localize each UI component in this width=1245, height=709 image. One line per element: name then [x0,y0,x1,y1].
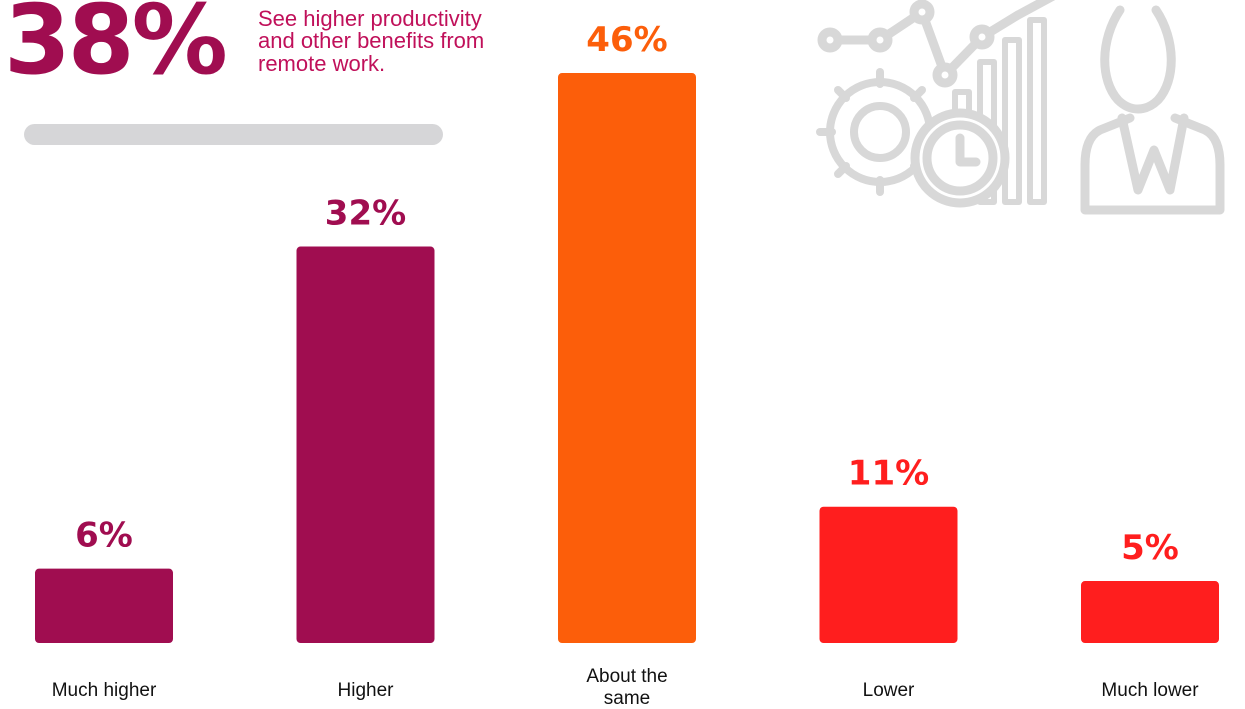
value-label: 11% [848,454,929,494]
line-graph-icon [817,0,1056,88]
value-label: 6% [75,516,133,556]
clock-icon [910,108,1010,208]
bar-about-the-same [558,73,696,643]
headline-stat: 38% [4,0,228,96]
productivity-illustration [816,0,1225,215]
value-label: 46% [586,20,667,60]
value-label: 32% [325,194,406,234]
category-label: Much higher [52,680,157,701]
bar-much-higher [35,568,173,643]
category-label: Lower [863,680,915,701]
value-labels-layer: 6% 32% 46% 11% 5% [75,20,1179,568]
category-label: Higher [338,680,395,701]
bar-higher [296,246,435,643]
category-label: Much lower [1101,680,1199,701]
bar-lower [819,506,958,643]
category-label: About the same [586,666,667,709]
headline-caption: See higher productivity and other benefi… [258,6,485,76]
person-icon [1080,5,1225,215]
category-labels-layer: Much higher Higher About the same Lower Much … [52,666,1200,709]
bar-much-lower [1081,581,1219,643]
headline-progress-track [24,124,443,145]
bars-layer [35,73,1219,643]
value-label: 5% [1121,528,1179,568]
